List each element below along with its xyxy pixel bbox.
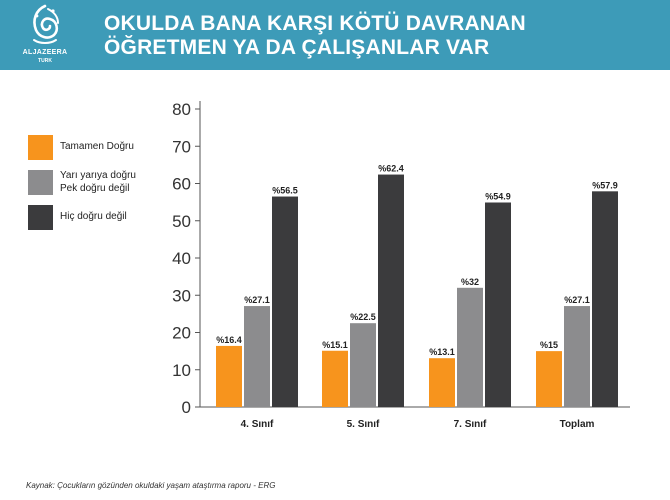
aljazeera-logo: ALJAZEERA TURK [14, 4, 76, 66]
y-tick-label: 40 [172, 249, 191, 268]
bar-data-label: %27.1 [244, 295, 270, 305]
legend-swatch-orange [28, 135, 53, 160]
y-tick-label: 50 [172, 212, 191, 231]
x-category-label: Toplam [560, 419, 595, 430]
legend-swatch-gray [28, 170, 53, 195]
title-line-1: OKULDA BANA KARŞI KÖTÜ DAVRANAN [104, 12, 526, 35]
logo-wordmark: ALJAZEERA [22, 49, 68, 56]
legend-label: Hiç doğru değil [60, 211, 127, 222]
bar-data-label: %62.4 [378, 164, 404, 174]
source-note: Kaynak: Çocukların gözünden okuldaki yaş… [26, 481, 276, 490]
y-tick-label: 20 [172, 324, 191, 343]
bar-data-label: %15 [540, 340, 558, 350]
bar [536, 351, 562, 407]
bar-data-label: %22.5 [350, 312, 376, 322]
bar-data-label: %15.1 [322, 340, 348, 350]
bar [272, 196, 298, 407]
calligraphy-logo-icon [33, 4, 59, 44]
bar-data-label: %32 [461, 277, 479, 287]
y-tick-label: 30 [172, 286, 191, 305]
y-tick-label: 80 [172, 100, 191, 119]
legend-swatch-dark [28, 205, 53, 230]
header-banner: ALJAZEERA TURK OKULDA BANA KARŞI KÖTÜ DA… [0, 0, 670, 70]
y-tick-label: 10 [172, 361, 191, 380]
title-line-2: ÖĞRETMEN YA DA ÇALIŞANLAR VAR [104, 36, 490, 59]
x-category-label: 5. Sınıf [347, 419, 380, 430]
y-tick-label: 60 [172, 175, 191, 194]
x-category-label: 4. Sınıf [241, 419, 274, 430]
bar [457, 287, 483, 407]
bar-data-label: %13.1 [429, 347, 455, 357]
page-title: OKULDA BANA KARŞI KÖTÜ DAVRANAN ÖĞRETMEN… [104, 12, 526, 60]
bar-data-label: %56.5 [272, 186, 298, 196]
bar [216, 345, 242, 407]
y-tick-label: 70 [172, 137, 191, 156]
bar [485, 202, 511, 407]
bar-data-label: %27.1 [564, 295, 590, 305]
bar [350, 323, 376, 407]
bar-data-label: %57.9 [592, 180, 618, 190]
bar [564, 306, 590, 407]
bar [592, 191, 618, 407]
logo-subtitle: TURK [38, 58, 52, 64]
bar [378, 174, 404, 407]
y-tick-label: 0 [182, 398, 191, 417]
bar-data-label: %16.4 [216, 335, 242, 345]
bar-data-label: %54.9 [485, 191, 511, 201]
x-category-label: 7. Sınıf [454, 419, 487, 430]
bar [244, 306, 270, 407]
legend-label: Yarı yarıya doğru [60, 170, 136, 181]
bar [322, 350, 348, 407]
legend-label: Tamamen Doğru [60, 141, 134, 152]
legend-label-line2: Pek doğru değil [60, 183, 130, 194]
bar [429, 358, 455, 407]
